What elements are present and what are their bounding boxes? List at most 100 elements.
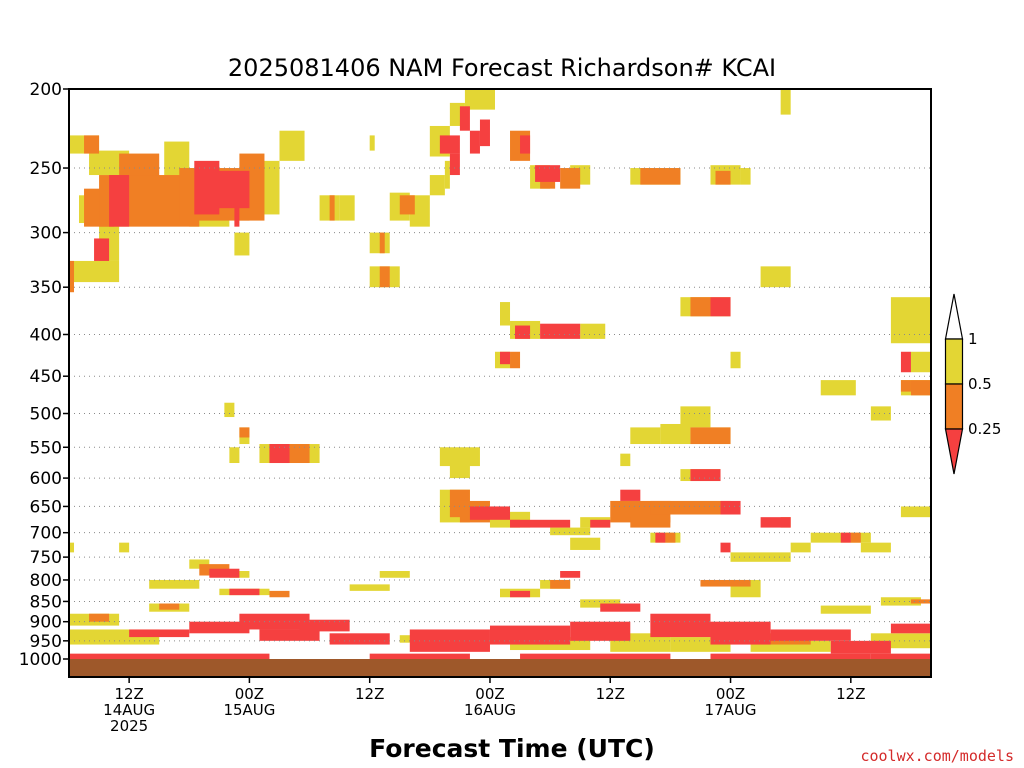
ri-cell [690,297,711,317]
x-tick-label: 2025 [110,717,148,735]
ri-cell [540,323,581,339]
y-tick-label: 850 [30,592,62,612]
y-tick-label: 400 [30,325,62,345]
ri-cell [910,380,931,396]
ri-cell [850,532,861,543]
ri-cell [515,325,531,339]
ri-cell [620,453,631,467]
colorbar-legend: 1 0.5 0.25 [944,293,1001,475]
ri-cell [580,599,621,608]
x-tick-label: 14AUG [103,701,155,719]
ri-cell [189,621,250,634]
ri-cell [149,579,200,589]
ri-cell [94,238,110,261]
ri-cell [830,640,891,654]
ri-cell [890,297,931,344]
colorbar-label: 0.25 [968,420,1001,438]
ri-cell [550,527,591,536]
y-tick-label: 950 [30,632,62,652]
y-tick-label: 200 [30,80,62,100]
x-tick-label: 12Z [114,685,143,703]
ri-cell [69,260,75,293]
y-tick-label: 250 [30,159,62,179]
ri-cell [69,260,120,283]
ri-cell [449,463,470,479]
colorbar-bin [944,338,964,385]
ri-cell [780,89,791,115]
ri-cell [690,427,731,445]
y-tick-label: 600 [30,469,62,489]
ri-cell [750,640,831,652]
colorbar-label: 0.5 [968,375,992,393]
ri-cell [870,406,891,421]
ri-cell [790,542,811,553]
ri-cell [429,175,445,196]
ri-cell [234,232,250,256]
x-tick-label: 12Z [596,685,625,703]
ri-cell [560,168,581,189]
ri-cell [500,351,511,365]
ri-cell [910,351,931,373]
ri-cell [710,297,731,317]
ri-cell [469,130,480,154]
ri-cell [550,579,571,589]
y-tick-label: 800 [30,571,62,591]
y-tick-label: 550 [30,438,62,458]
richardson-cells [69,89,931,659]
ri-cell [464,89,495,110]
ri-cell [820,605,871,614]
ri-cell [680,406,711,428]
ri-cell [379,571,410,578]
ri-cell [730,351,741,369]
ri-cell [469,506,511,520]
ri-cell [720,542,731,553]
y-tick-label: 650 [30,497,62,517]
ri-cell [640,168,681,185]
ri-cell [570,537,601,550]
ri-cell [820,380,856,396]
ri-cell [890,623,931,634]
ri-cell [700,579,751,587]
x-tick-label: 00Z [475,685,504,703]
ri-cell [129,629,190,638]
surface-terrain-bar [69,659,931,677]
ri-cell [500,302,511,326]
ri-cell [900,380,911,392]
ri-cell [109,175,130,227]
ri-cell [740,168,751,185]
ri-cell [650,500,731,515]
ri-cell [630,427,661,445]
ri-cell [229,588,260,596]
ri-cell [900,351,911,373]
ri-cell [560,571,581,578]
ri-cell [329,633,390,645]
ri-cell [840,532,851,543]
ri-cell [159,603,180,610]
ri-cell [710,653,871,659]
y-tick-label: 900 [30,613,62,633]
ri-cell [269,590,290,598]
ri-cell [299,619,350,632]
ri-cell [760,266,791,288]
colorbar-bottom-arrow [944,428,964,475]
ri-cell [630,517,671,528]
ri-cell [379,266,390,288]
ri-cell [760,517,791,528]
colorbar-top-arrow [944,293,964,340]
ri-cell [224,402,235,418]
x-tick-label: 17AUG [705,701,757,719]
ri-cell [510,351,521,369]
ri-cell [279,130,305,161]
ri-cell [580,323,606,339]
chart-title: 2025081406 NAM Forecast Richardson# KCAI [228,54,776,82]
ri-cell [860,542,891,553]
x-axis-label: Forecast Time (UTC) [369,734,655,763]
ri-cell [349,584,390,591]
ri-cell [209,170,250,209]
ri-cell [535,165,561,182]
site-credit: coolwx.com/models [860,747,1014,765]
y-tick-label: 450 [30,367,62,387]
ri-cell [269,444,290,464]
ri-cell [439,135,460,154]
